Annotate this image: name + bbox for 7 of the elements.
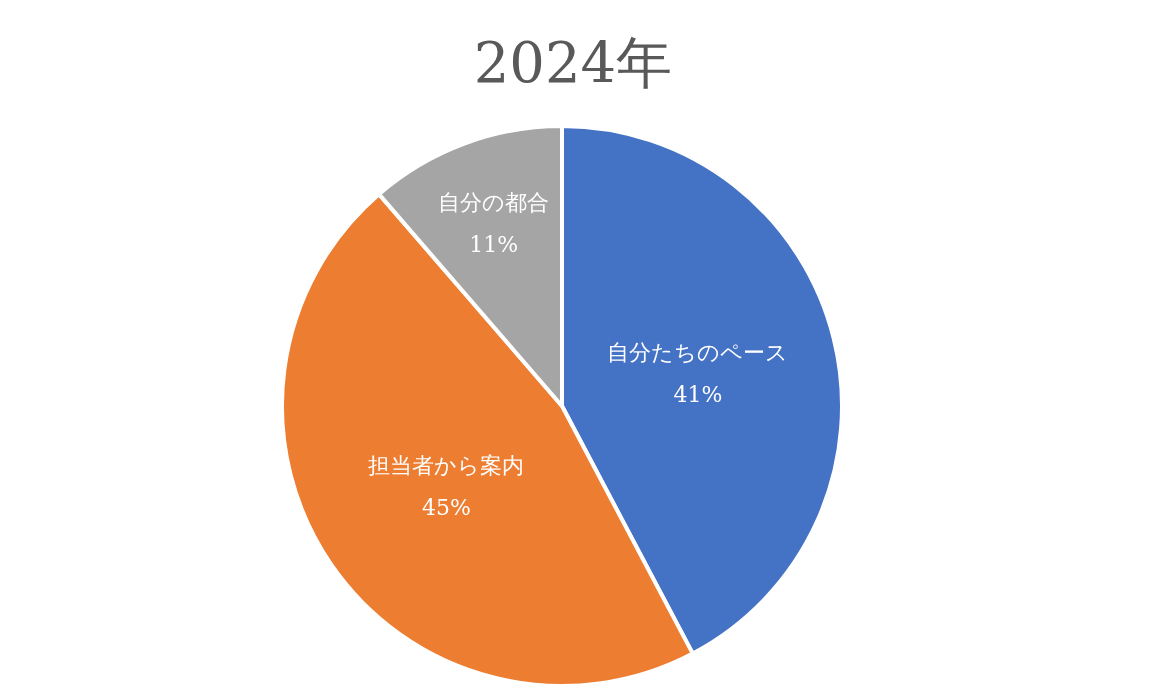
slice-label: 担当者から案内 (368, 452, 525, 478)
data-label: 45% (421, 494, 471, 520)
data-label: 11% (469, 232, 519, 258)
slice-label: 自分たちのペース (607, 340, 789, 366)
slice-label: 自分の都合 (438, 190, 550, 216)
chart-title: 2024年 (473, 30, 673, 95)
data-label: 41% (673, 382, 723, 408)
